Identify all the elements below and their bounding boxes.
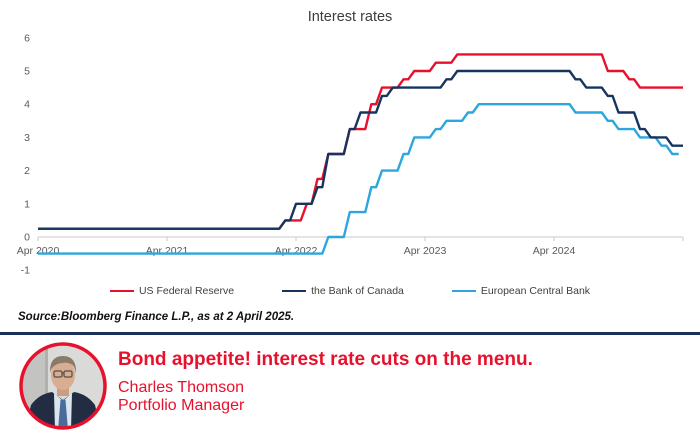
svg-text:Apr 2022: Apr 2022 — [275, 245, 318, 257]
source-note: Source:Bloomberg Finance L.P., as at 2 A… — [18, 311, 295, 323]
svg-text:Apr 2020: Apr 2020 — [17, 245, 60, 257]
divider-line — [0, 332, 700, 335]
author-name: Charles Thomson — [118, 379, 244, 396]
avatar-red-ring — [19, 342, 107, 430]
svg-text:1: 1 — [24, 198, 30, 210]
legend-label: European Central Bank — [480, 285, 591, 297]
svg-text:Apr 2024: Apr 2024 — [533, 245, 576, 257]
chart-title: Interest rates — [307, 9, 393, 25]
lightblue-line-swatch — [451, 289, 476, 293]
legend-item-us-federal-reserve: US Federal Reserve — [109, 285, 235, 297]
banner-headline: Bond appetite! interest rate cuts on the… — [118, 349, 533, 370]
interest-rates-line-chart: Apr 2020 Apr 2021 Apr 2022 Apr 2023 Apr 2024… — [17, 32, 684, 277]
chart-legend: US Federal Reserve the Bank of Canada Eu… — [0, 285, 700, 297]
svg-text:5: 5 — [24, 66, 30, 78]
svg-text:3: 3 — [24, 132, 30, 144]
author-role: Portfolio Manager — [118, 397, 245, 414]
svg-text:0: 0 — [24, 232, 30, 244]
svg-text:-1: -1 — [21, 265, 30, 277]
legend-label: US Federal Reserve — [138, 285, 235, 297]
legend-label: the Bank of Canada — [311, 285, 404, 297]
red-line-swatch — [109, 289, 134, 293]
banner-text-block: Bond appetite! interest rate cuts on the… — [118, 348, 533, 415]
legend-item-european-central-bank: European Central Bank — [451, 285, 591, 297]
legend-item-bank-of-canada: the Bank of Canada — [282, 285, 404, 297]
navy-line-swatch — [282, 289, 307, 293]
svg-text:Apr 2021: Apr 2021 — [146, 245, 189, 257]
author-portrait-avatar — [19, 342, 107, 430]
svg-text:Apr 2023: Apr 2023 — [404, 245, 447, 257]
author-banner: Bond appetite! interest rate cuts on the… — [0, 335, 700, 435]
svg-text:6: 6 — [24, 32, 30, 44]
svg-text:4: 4 — [24, 99, 30, 111]
svg-text:2: 2 — [24, 165, 30, 177]
